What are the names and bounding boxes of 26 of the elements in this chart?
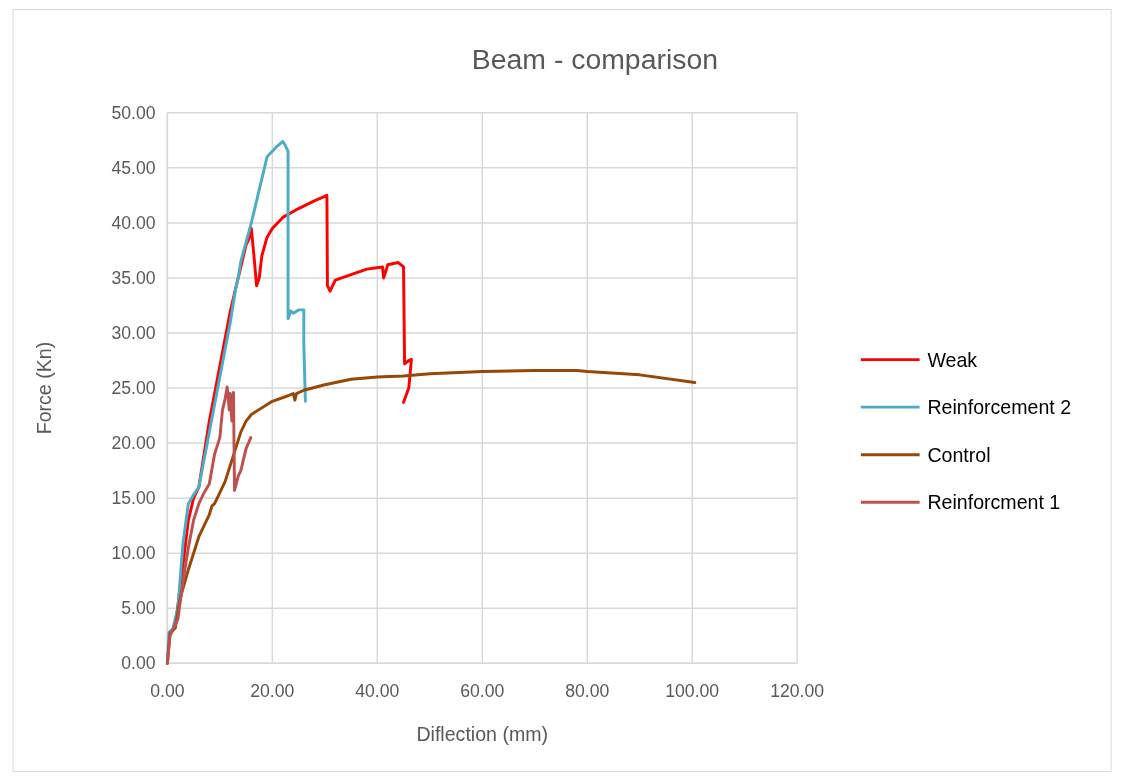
x-tick-label: 120.00	[770, 680, 825, 701]
y-tick-label: 15.00	[111, 488, 156, 509]
legend-label: Reinforcement 2	[927, 396, 1072, 419]
x-tick-label: 80.00	[565, 680, 610, 701]
x-tick-label: 0.00	[150, 680, 185, 701]
y-axis-title: Force (Kn)	[32, 341, 55, 435]
y-tick-label: 50.00	[111, 102, 156, 123]
x-tick-label: 40.00	[355, 680, 400, 701]
x-tick-label: 60.00	[460, 680, 505, 701]
y-tick-label: 25.00	[111, 378, 156, 399]
line-series	[165, 385, 253, 665]
x-axis-title: Diflection (mm)	[416, 722, 549, 745]
y-tick-label: 40.00	[111, 213, 156, 234]
y-tick-label: 10.00	[111, 543, 156, 564]
y-tick-label: 30.00	[111, 323, 156, 344]
chart-title: Beam - comparison	[471, 42, 718, 75]
legend-label: Control	[927, 443, 991, 466]
x-tick-label: 100.00	[665, 680, 720, 701]
y-tick-label: 45.00	[111, 158, 156, 179]
legend-label: Weak	[927, 348, 978, 371]
y-tick-label: 35.00	[111, 268, 156, 289]
y-tick-label: 5.00	[121, 598, 156, 619]
legend-label: Reinforcment 1	[927, 491, 1061, 514]
y-tick-label: 0.00	[121, 653, 156, 674]
x-tick-label: 20.00	[250, 680, 295, 701]
y-tick-label: 20.00	[111, 433, 156, 454]
